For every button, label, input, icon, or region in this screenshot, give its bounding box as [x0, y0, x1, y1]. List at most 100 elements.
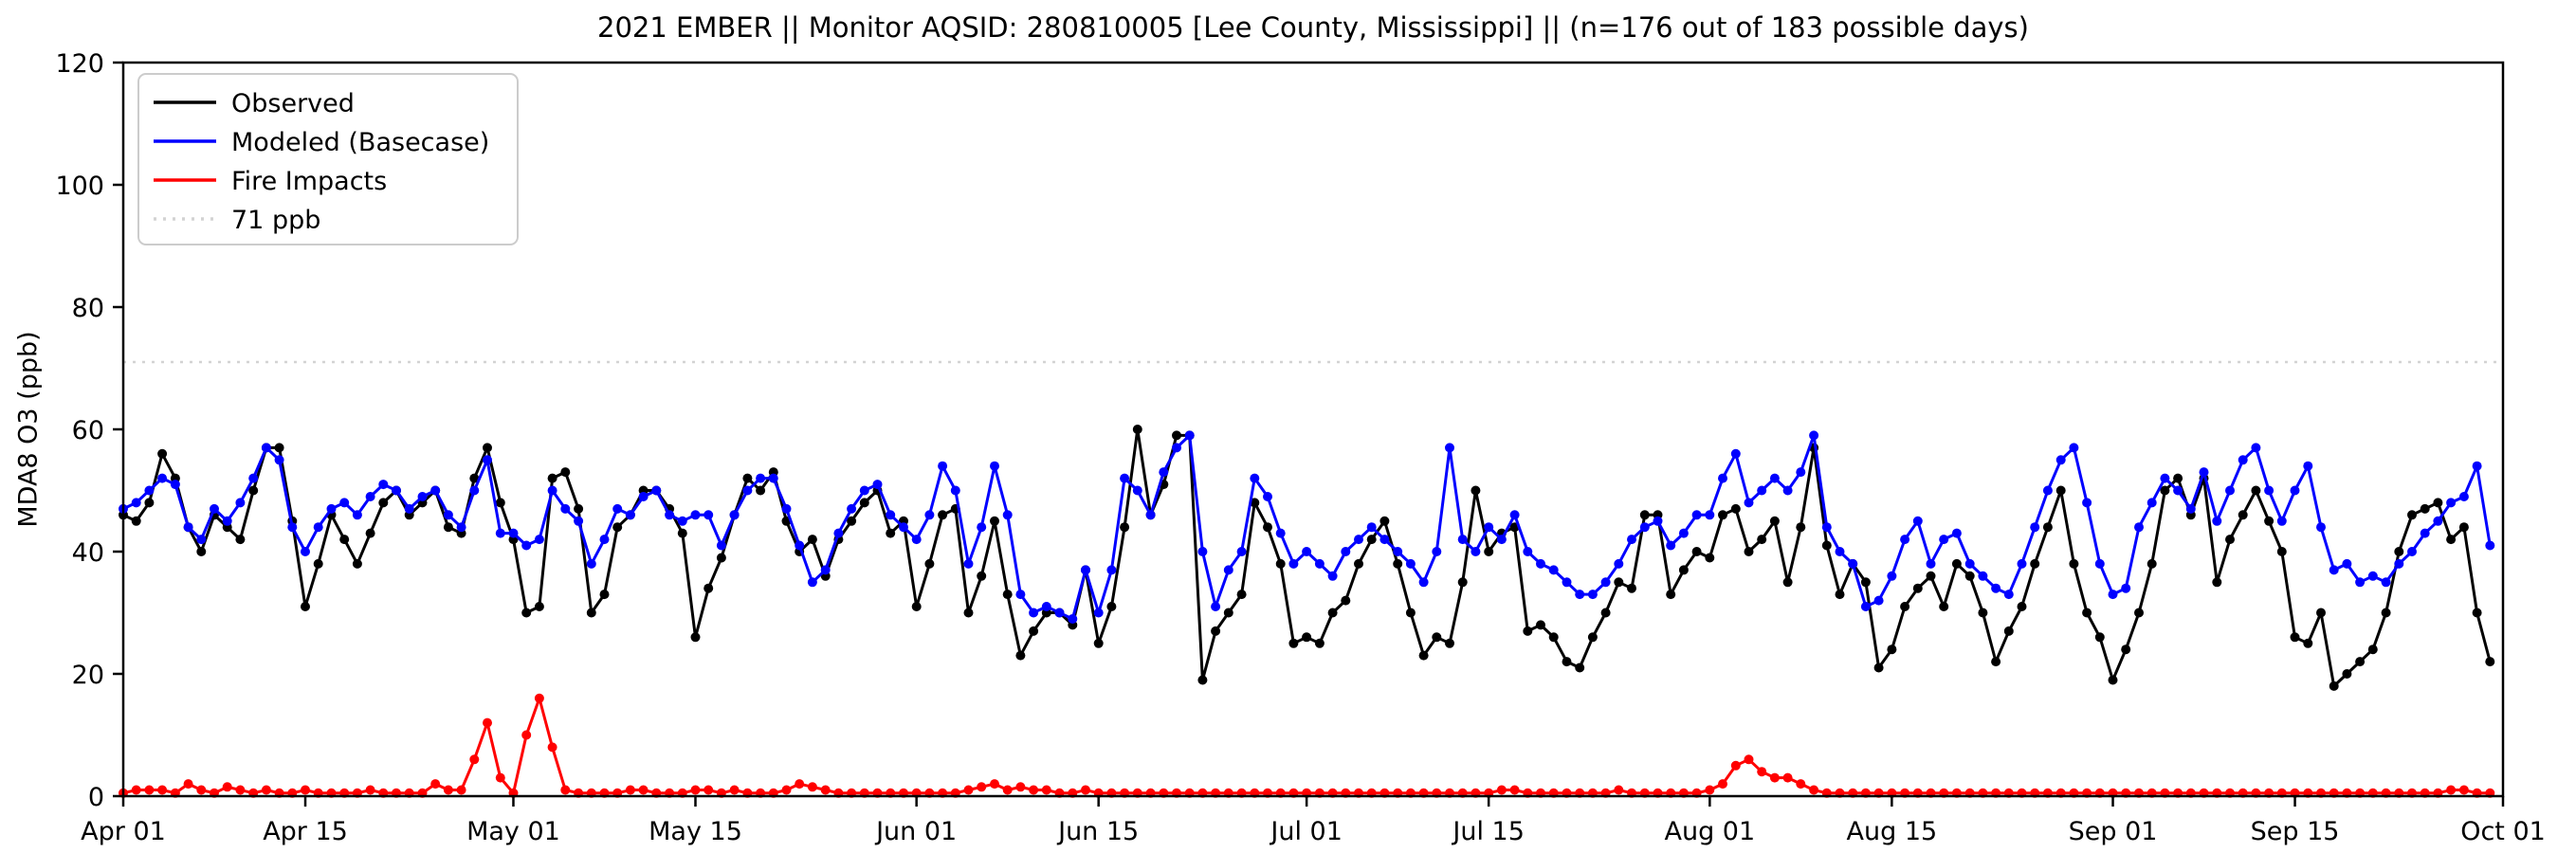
series-modeled-marker [859, 485, 869, 496]
series-fire-marker [365, 785, 375, 795]
series-observed-marker [1705, 553, 1715, 563]
series-modeled-marker [261, 443, 271, 453]
x-tick-label: May 15 [649, 817, 742, 846]
series-fire-marker [729, 785, 740, 795]
series-fire-marker [301, 785, 310, 795]
series-fire-marker [820, 785, 831, 795]
series-modeled-marker [2290, 485, 2300, 496]
series-modeled-marker [469, 485, 480, 496]
series-modeled-marker [170, 480, 180, 490]
series-fire-marker [1809, 785, 1819, 795]
series-modeled-marker [2329, 565, 2339, 575]
series-observed-marker [1250, 498, 1260, 508]
series-modeled-marker [716, 540, 726, 551]
series-fire-marker [807, 782, 817, 792]
series-observed-marker [248, 485, 259, 496]
series-modeled-marker [287, 522, 298, 533]
series-observed-marker [339, 535, 350, 545]
series-modeled-marker [2185, 503, 2196, 514]
series-observed-marker [2290, 632, 2300, 643]
series-modeled-marker [1912, 516, 1923, 526]
series-modeled-marker [274, 455, 284, 465]
series-observed-marker [1393, 558, 1403, 569]
series-modeled-marker [911, 535, 922, 545]
series-fire-marker [781, 785, 792, 795]
series-observed-marker [2407, 510, 2417, 520]
series-modeled-marker [1327, 571, 1338, 581]
series-modeled-marker [1041, 602, 1051, 611]
series-modeled-marker [521, 540, 532, 551]
series-observed-marker [990, 516, 999, 526]
y-tick-label: 120 [55, 49, 104, 79]
series-fire-marker [430, 779, 441, 789]
series-fire-marker [560, 785, 571, 795]
series-observed-marker [807, 535, 817, 545]
series-modeled-marker [1887, 571, 1897, 581]
series-modeled-marker [1341, 547, 1351, 556]
legend-label: Observed [231, 89, 355, 118]
series-observed-marker [1678, 565, 1689, 575]
series-modeled-marker [1562, 577, 1572, 588]
series-modeled-marker [1054, 608, 1065, 618]
series-fire-marker [456, 785, 466, 795]
series-fire-marker [1002, 785, 1013, 795]
series-modeled-marker [2238, 455, 2248, 465]
series-fire-marker [1705, 785, 1715, 795]
series-observed-marker [1666, 590, 1676, 600]
series-modeled-marker [1796, 467, 1806, 478]
series-modeled-marker [2433, 516, 2443, 526]
series-observed-marker [886, 528, 896, 538]
series-fire-marker [1029, 785, 1039, 795]
series-modeled-marker [183, 522, 193, 533]
series-modeled-marker [1575, 590, 1585, 600]
series-observed-marker [703, 583, 714, 593]
series-observed-marker [963, 608, 974, 618]
series-modeled-marker [1639, 522, 1650, 533]
series-observed [121, 427, 2492, 688]
series-observed-marker [911, 602, 922, 611]
series-observed-marker [1302, 632, 1312, 643]
series-observed-marker [938, 510, 948, 520]
series-modeled-marker [1951, 528, 1962, 538]
series-modeled-marker [1536, 558, 1545, 569]
series-modeled-marker [1926, 558, 1936, 569]
series-modeled-marker [872, 480, 883, 490]
series-modeled-marker [1509, 510, 1520, 520]
series-observed-marker [1900, 602, 1910, 611]
series-observed-marker [847, 516, 857, 526]
series-observed-marker [2003, 626, 2014, 636]
legend-label: Modeled (Basecase) [231, 128, 489, 157]
series-observed-marker [2212, 577, 2222, 588]
series-fire-marker [469, 754, 480, 765]
x-tick-label: Apr 01 [81, 817, 166, 846]
series-modeled-marker [483, 455, 492, 465]
y-tick-label: 100 [55, 172, 104, 201]
series-fire-marker [1041, 785, 1051, 795]
series-observed-marker [1523, 626, 1533, 636]
series-observed-marker [1354, 558, 1363, 569]
series-modeled-marker [1288, 558, 1299, 569]
x-tick-label: Jul 01 [1269, 817, 1343, 846]
series-observed-marker [1236, 590, 1247, 600]
series-modeled-marker [2251, 443, 2261, 453]
series-modeled-marker [404, 503, 414, 514]
series-observed-marker [1314, 638, 1325, 648]
series-modeled-marker [1120, 473, 1130, 483]
series-fire-marker [183, 779, 193, 789]
series-modeled-marker [807, 577, 817, 588]
x-tick-label: Oct 01 [2460, 817, 2546, 846]
series-observed-marker [2069, 558, 2079, 569]
series-modeled-marker [1211, 602, 1221, 611]
series-modeled-marker [756, 473, 766, 483]
series-modeled-marker [1275, 528, 1286, 538]
series-modeled-marker [1496, 535, 1507, 545]
series-modeled-marker [1964, 558, 1975, 569]
series-observed-marker [1873, 662, 1884, 673]
y-tick-label: 80 [72, 294, 104, 323]
series-modeled-marker [1978, 571, 1988, 581]
series-modeled-marker [703, 510, 714, 520]
series-fire-marker [977, 782, 987, 792]
series-modeled-marker [1159, 467, 1169, 478]
series-observed-marker [1341, 595, 1351, 606]
series-modeled-marker [1145, 510, 1156, 520]
